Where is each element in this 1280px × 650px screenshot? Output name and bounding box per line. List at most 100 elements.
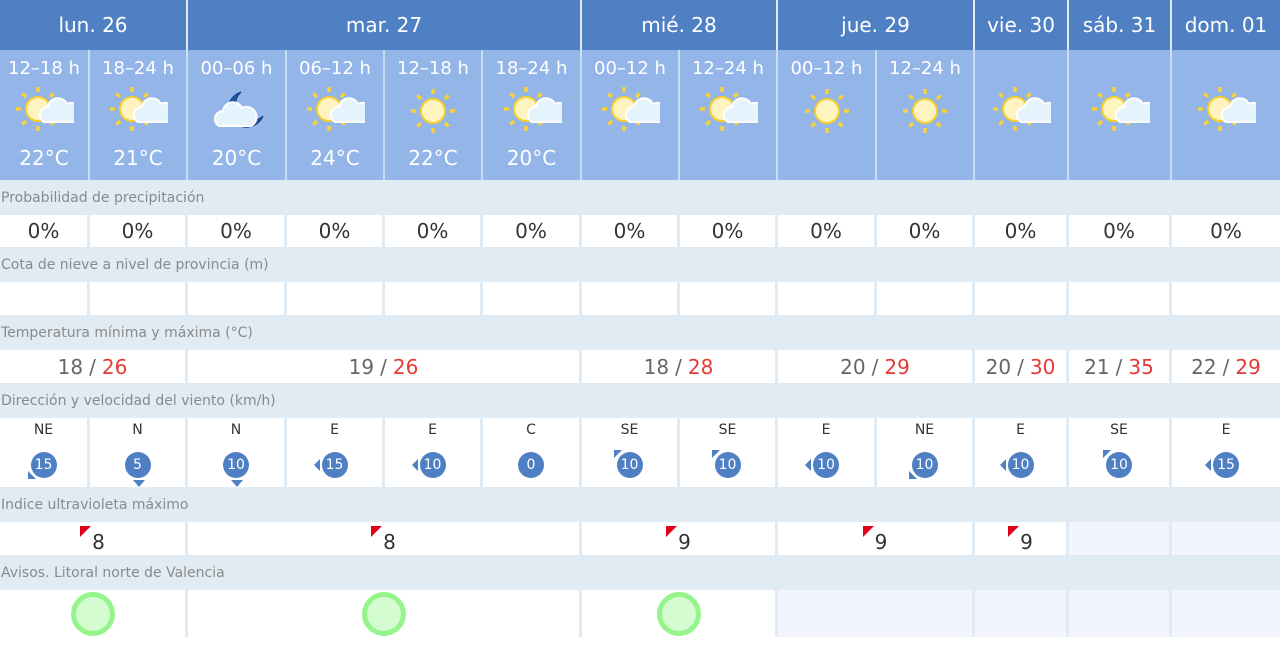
precipitation-cell: 0% (778, 215, 877, 247)
wind-direction: E (330, 422, 339, 438)
period-label: 00–06 h (200, 58, 273, 79)
period-label: 12–24 h (889, 58, 961, 79)
wind-direction: SE (1110, 422, 1128, 438)
max-temp: 29 (1235, 354, 1261, 379)
period-cell: 00–12 h (582, 50, 680, 180)
sun-cloud-icon (1090, 80, 1159, 140)
moon-cloud-icon (207, 80, 267, 140)
uv-cell (1069, 522, 1172, 555)
period-cell: 12–18 h 22°C (0, 50, 90, 180)
wind-indicator: 10 (805, 452, 839, 478)
wind-arrow-icon (231, 480, 243, 487)
precipitation-cell: 0% (385, 215, 483, 247)
wind-indicator: 10 (411, 452, 446, 478)
uv-value-wrap: 8 (371, 524, 396, 554)
warning-level-green-icon[interactable] (656, 591, 701, 636)
temp-range-cell: 18/26 (0, 350, 188, 383)
period-temp: 21°C (113, 146, 163, 170)
wind-direction: SE (620, 422, 639, 438)
snow-level-cell (877, 282, 975, 315)
period-temp: 20°C (506, 146, 557, 170)
precipitation-cell: 0% (1172, 215, 1280, 247)
temp-range-cell: 18/28 (582, 350, 778, 383)
snow-level-cell (1069, 282, 1172, 315)
section-label-precip: Probabilidad de precipitación (0, 180, 1280, 215)
wind-cell: E 15 (287, 418, 385, 487)
wind-speed-badge: 15 (1213, 452, 1239, 478)
warning-level-green-icon[interactable] (70, 591, 115, 636)
uv-value-wrap: 8 (80, 524, 105, 554)
wind-arrow-icon (313, 459, 320, 471)
warning-cell (0, 590, 188, 637)
warning-cell (1069, 590, 1172, 637)
period-label: 12–18 h (397, 58, 469, 79)
sun-cloud-icon (305, 80, 374, 140)
sun-cloud-icon (108, 80, 177, 140)
period-temp: 20°C (211, 146, 262, 170)
max-temp: 28 (687, 354, 714, 379)
uv-value-wrap: 9 (1008, 524, 1033, 554)
wind-arrow-icon (132, 480, 145, 487)
min-temp: 20 (985, 354, 1012, 379)
temp-range-cell: 20/29 (778, 350, 975, 383)
uv-cell: 9 (582, 522, 778, 555)
temp-separator: / (1017, 354, 1024, 379)
snow-level-cell (188, 282, 287, 315)
wind-arrow-icon (27, 471, 36, 479)
period-cell (1172, 50, 1280, 180)
wind-indicator: 10 (711, 450, 741, 478)
uv-cell: 8 (0, 522, 188, 555)
snow-level-cell (582, 282, 680, 315)
period-cell: 18–24 h 21°C (90, 50, 188, 180)
section-label-wind: Dirección y velocidad del viento (km/h) (0, 383, 1280, 418)
temp-separator: / (89, 354, 96, 379)
day-header: vie. 30 (975, 0, 1069, 50)
wind-cell: N 10 (188, 418, 287, 487)
wind-direction: N (230, 422, 242, 438)
uv-value: 8 (92, 529, 105, 554)
wind-arrow-icon (805, 459, 811, 471)
precipitation-cell: 0% (188, 215, 287, 247)
uv-level-flag-icon (80, 525, 92, 537)
wind-arrow-icon (613, 450, 622, 458)
min-temp: 21 (1084, 354, 1110, 379)
wind-indicator: 0 (518, 452, 544, 478)
precipitation-cell: 0% (90, 215, 188, 247)
wind-speed-badge: 10 (1007, 452, 1034, 478)
wind-indicator: 10 (223, 452, 249, 487)
sun-cloud-icon (698, 80, 767, 140)
period-temp: 22°C (408, 146, 458, 170)
snow-level-cell (975, 282, 1069, 315)
precipitation-cell: 0% (582, 215, 680, 247)
wind-indicator: 15 (1205, 452, 1239, 478)
period-cell (975, 50, 1069, 180)
sun-cloud-icon (991, 80, 1060, 140)
precipitation-cell: 0% (0, 215, 90, 247)
sun-cloud-icon (14, 80, 83, 140)
temp-separator: / (675, 354, 682, 379)
uv-cell: 8 (188, 522, 582, 555)
wind-direction: E (821, 422, 831, 438)
period-label: 18–24 h (495, 58, 568, 79)
sun-icon (797, 80, 857, 140)
sun-icon (403, 80, 463, 140)
warning-cell (1172, 590, 1280, 637)
period-cell (1069, 50, 1172, 180)
warning-cell (188, 590, 582, 637)
wind-direction: NE (33, 422, 54, 438)
wind-cell: E 10 (975, 418, 1069, 487)
temp-range-cell: 22/29 (1172, 350, 1280, 383)
snow-level-cell (1172, 282, 1280, 315)
min-temp: 22 (1191, 354, 1217, 379)
wind-direction: N (132, 422, 143, 438)
min-temp: 20 (840, 354, 866, 379)
warning-level-green-icon[interactable] (361, 591, 406, 636)
temp-range-cell: 21/35 (1069, 350, 1172, 383)
period-cell: 12–24 h (680, 50, 778, 180)
period-label: 18–24 h (102, 58, 174, 79)
precipitation-cell: 0% (483, 215, 582, 247)
precipitation-cell: 0% (975, 215, 1069, 247)
wind-arrow-icon (711, 450, 720, 458)
uv-level-flag-icon (862, 525, 874, 537)
